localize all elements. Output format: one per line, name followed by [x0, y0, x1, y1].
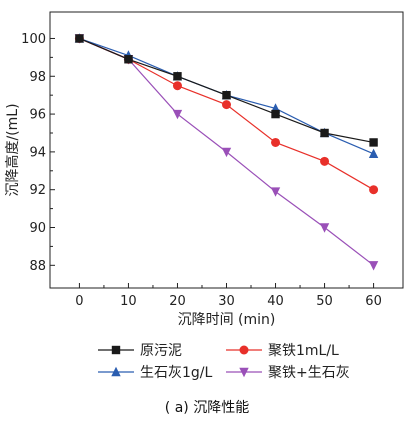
data-point — [368, 261, 379, 271]
y-tick-label: 88 — [29, 259, 46, 274]
data-point — [222, 100, 231, 110]
x-tick-label: 60 — [365, 294, 382, 309]
x-tick-label: 50 — [316, 294, 333, 309]
data-point — [124, 55, 133, 64]
series-0 — [75, 34, 378, 147]
x-tick-label: 0 — [75, 294, 83, 309]
data-point — [221, 147, 232, 158]
data-point — [222, 90, 231, 100]
y-tick-label: 92 — [29, 183, 46, 198]
data-point — [271, 109, 280, 119]
y-axis-label: 沉降高度/(mL) — [4, 103, 21, 196]
x-tick-label: 10 — [120, 294, 137, 309]
data-point — [320, 128, 329, 138]
series-line — [79, 37, 374, 191]
data-point — [270, 187, 281, 197]
data-point — [320, 156, 330, 166]
series-1 — [74, 33, 379, 195]
data-point — [369, 138, 378, 147]
legend-marker — [239, 345, 249, 355]
data-point — [75, 34, 84, 43]
data-point — [172, 81, 182, 91]
y-tick-label: 100 — [21, 32, 46, 47]
data-point — [368, 148, 379, 158]
series-layer — [74, 33, 379, 271]
legend-item: 聚铁+生石灰 — [226, 365, 350, 381]
legend-marker — [111, 366, 121, 377]
x-tick-label: 30 — [218, 294, 235, 309]
y-tick-label: 94 — [29, 145, 46, 160]
legend: 原污泥 聚铁1mL/L 生石灰1g/L 聚铁+生石灰 — [98, 343, 350, 381]
data-point — [172, 109, 183, 120]
legend-marker — [239, 367, 249, 378]
legend-label: 聚铁1mL/L — [268, 343, 339, 359]
legend-item: 原污泥 — [98, 343, 182, 359]
y-tick-label: 96 — [29, 108, 46, 123]
data-point — [369, 185, 379, 195]
x-tick-label: 40 — [267, 294, 284, 309]
data-point — [271, 137, 281, 147]
series-3 — [74, 34, 379, 271]
data-point — [319, 223, 330, 233]
figure-caption: ( a) 沉降性能 — [165, 400, 249, 416]
x-tick-label: 20 — [169, 294, 186, 309]
data-point — [173, 72, 182, 81]
legend-item: 聚铁1mL/L — [226, 343, 339, 359]
legend-label: 生石灰1g/L — [140, 365, 213, 381]
axes: 0 10 20 30 40 50 60 88 90 92 94 96 98 100 — [21, 11, 404, 309]
legend-item: 生石灰1g/L — [98, 365, 213, 381]
y-tick-label: 90 — [29, 221, 46, 236]
x-axis-label: 沉降时间 (min) — [178, 312, 276, 328]
legend-label: 原污泥 — [140, 343, 182, 359]
legend-marker — [111, 345, 121, 355]
legend-label: 聚铁+生石灰 — [268, 365, 350, 381]
y-tick-label: 98 — [29, 70, 46, 85]
